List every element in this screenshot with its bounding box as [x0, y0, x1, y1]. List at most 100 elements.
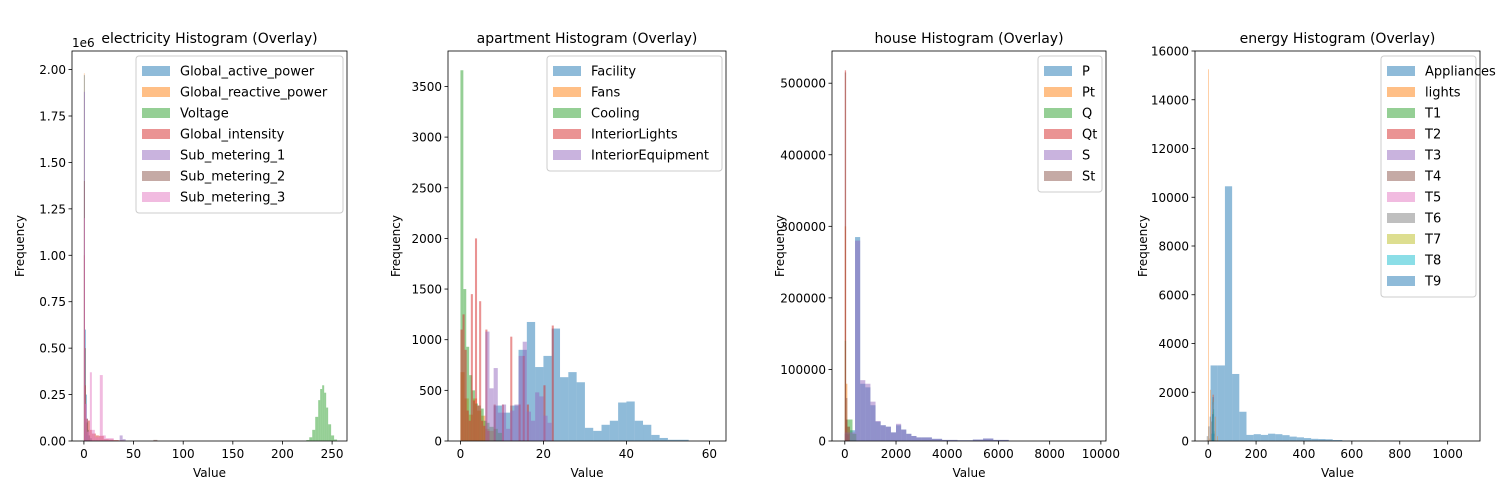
x-tick-label: 200 — [1245, 447, 1268, 461]
histogram-bar — [322, 385, 325, 441]
x-tick-label: 6000 — [983, 447, 1014, 461]
histogram-bar — [324, 392, 327, 441]
histogram-bar — [91, 429, 95, 441]
electricity-histogram-panel: electricity Histogram (Overlay) Value Fr… — [13, 31, 348, 480]
histogram-bar — [493, 368, 498, 441]
histogram-bar — [547, 422, 552, 441]
x-tick-label: 200 — [271, 447, 294, 461]
x-tick-label: 1000 — [1432, 447, 1463, 461]
histogram-bar — [584, 427, 594, 441]
legend-swatch-global-reactive-power — [142, 87, 170, 97]
x-tick-label: 2000 — [881, 447, 912, 461]
x-tick-label: 600 — [1340, 447, 1363, 461]
histogram-bar — [535, 392, 540, 441]
legend-swatch-interiorequipment — [553, 150, 581, 160]
histogram-bar — [510, 336, 513, 441]
histogram-bar — [306, 440, 310, 441]
y-tick-label: 0.75 — [39, 295, 66, 309]
y-tick-label: 1000 — [411, 333, 442, 347]
legend-swatch-pt — [1044, 87, 1072, 97]
histogram-bar — [1289, 436, 1297, 441]
legend-swatch-interiorlights — [553, 129, 581, 139]
legend-swatch-p — [1044, 66, 1072, 76]
histogram-bar — [875, 420, 881, 441]
y-tick-label: 500000 — [780, 77, 826, 91]
legend-label-t5: T5 — [1424, 191, 1441, 206]
y-axis-label: Frequency — [773, 215, 787, 277]
x-tick-label: 50 — [126, 447, 141, 461]
histogram-bar — [466, 346, 470, 441]
histogram-bar — [466, 410, 469, 441]
histogram-bar — [593, 430, 602, 441]
y-tick-label: 16000 — [1151, 45, 1189, 59]
legend-swatch-facility — [553, 66, 581, 76]
histogram-bar — [489, 388, 494, 441]
y-tick-label: 14000 — [1151, 93, 1189, 107]
histogram-bar — [1232, 373, 1240, 441]
legend-label-t6: T6 — [1424, 212, 1441, 227]
legend-label-q: Q — [1082, 107, 1092, 122]
histogram-bar — [1260, 434, 1269, 441]
histogram-bar — [1213, 433, 1215, 441]
y-tick-label: 100000 — [780, 363, 826, 377]
histogram-bar — [479, 301, 482, 441]
chart-title: energy Histogram (Overlay) — [1240, 31, 1436, 47]
y-tick-label: 0.00 — [39, 435, 66, 449]
histogram-bar — [906, 433, 912, 441]
legend-label-t3: T3 — [1424, 149, 1441, 164]
legend: Global_active_power Global_reactive_power… — [135, 55, 344, 214]
x-tick-label: 10000 — [1082, 447, 1120, 461]
chart-title: apartment Histogram (Overlay) — [477, 31, 698, 47]
histogram-bar — [626, 401, 635, 441]
y-tick-label: 0.25 — [39, 388, 66, 402]
histogram-bar — [510, 410, 515, 441]
histogram-bars — [1206, 69, 1400, 442]
legend-box — [546, 55, 723, 172]
histogram-bar — [83, 218, 85, 441]
histogram-bar — [855, 240, 861, 441]
histogram-bar — [560, 377, 569, 441]
legend-swatch-global-active-power — [142, 66, 170, 76]
histogram-bar — [1224, 186, 1233, 441]
y-tick-label: 0.50 — [39, 342, 66, 356]
histogram-bar — [659, 437, 668, 441]
legend-label-qt: Qt — [1082, 128, 1097, 143]
histogram-bar — [485, 331, 490, 441]
x-tick-label: 150 — [221, 447, 244, 461]
histogram-bar — [896, 423, 902, 441]
histogram-bar — [972, 439, 984, 441]
histogram-bar — [1210, 365, 1218, 441]
plot-frame — [447, 50, 727, 442]
histogram-bar — [514, 404, 519, 441]
histogram-bar — [860, 380, 866, 441]
histogram-bar — [318, 400, 321, 441]
legend-label-s: S — [1082, 149, 1090, 164]
legend-label-interiorequipment: InteriorEquipment — [591, 149, 709, 164]
legend-swatch-st — [1044, 171, 1072, 181]
legend-label-lights: lights — [1425, 86, 1461, 101]
histogram-bar — [1303, 438, 1312, 441]
histogram-bar — [462, 314, 465, 441]
histogram-bar — [993, 439, 1009, 441]
legend-swatch-t3 — [1387, 150, 1415, 160]
legend-swatch-qt — [1044, 129, 1072, 139]
histogram-bar — [601, 424, 610, 441]
histogram-bar — [464, 349, 467, 441]
legend-label-pt: Pt — [1082, 86, 1095, 101]
histogram-bar — [94, 437, 100, 441]
histogram-bar — [113, 440, 119, 441]
y-axis-label: Frequency — [389, 215, 403, 277]
histogram-bar — [501, 404, 507, 441]
histogram-bar — [86, 431, 90, 441]
histogram-bars — [83, 73, 338, 442]
histogram-bar — [551, 325, 554, 441]
histogram-bar — [916, 437, 922, 441]
legend-swatch-voltage — [142, 108, 170, 118]
x-tick-label: 40 — [619, 447, 634, 461]
histogram-bar — [651, 434, 660, 441]
x-tick-label: 4000 — [932, 447, 963, 461]
x-tick-label: 100 — [172, 447, 195, 461]
histogram-bar — [518, 355, 523, 441]
histogram-bar — [460, 329, 463, 441]
